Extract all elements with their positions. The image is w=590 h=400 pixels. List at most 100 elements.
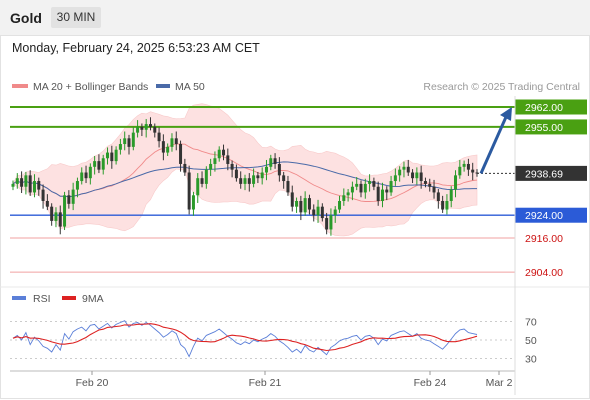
level-label-2962.00: 2962.00 [525, 102, 563, 114]
candle-body [75, 181, 79, 190]
candle-body [187, 172, 191, 210]
candle-body [174, 138, 178, 145]
candle-body [58, 212, 62, 227]
candle-body [217, 149, 221, 159]
legend-rsi-swatch [12, 296, 26, 300]
candle-body [350, 186, 354, 193]
candle-body [389, 181, 393, 193]
candle-body [243, 178, 247, 184]
rsi-tick-30: 30 [525, 353, 537, 365]
timeframe-button[interactable]: 30 MIN [51, 7, 101, 28]
candle-body [63, 195, 67, 227]
candle-body [213, 158, 217, 164]
candle-body [20, 178, 24, 187]
x-tick-label: Mar 2 [486, 377, 513, 389]
candle-body [428, 183, 432, 187]
candle-body [466, 163, 470, 170]
candle-body [41, 189, 45, 201]
candle-body [320, 206, 324, 219]
candle-body [462, 163, 466, 167]
last-price-label: 2938.69 [525, 168, 563, 180]
candle-body [101, 158, 105, 170]
candle-body [333, 209, 337, 216]
symbol-label: Gold [10, 10, 42, 26]
chart-header-bar: Gold 30 MIN [0, 0, 590, 36]
candle-body [161, 141, 165, 153]
candle-body [144, 124, 148, 130]
candle-body [269, 158, 273, 167]
candle-body [411, 172, 415, 179]
candle-body [338, 200, 342, 210]
candle-body [346, 192, 350, 196]
level-label-2904.00: 2904.00 [525, 267, 563, 279]
candle-body [93, 161, 97, 167]
candle-body [252, 175, 256, 184]
candle-body [50, 206, 54, 221]
credit-label: Research © 2025 Trading Central [423, 81, 580, 93]
rsi-tick-50: 50 [525, 335, 537, 347]
candle-body [398, 169, 402, 176]
candle-body [264, 166, 268, 173]
level-label-2924.00: 2924.00 [525, 210, 563, 222]
candle-body [282, 175, 286, 182]
candle-body [170, 138, 174, 147]
candle-body [286, 181, 290, 193]
candle-body [54, 212, 58, 221]
candle-body [471, 169, 475, 173]
candle-body [222, 149, 226, 156]
candle-body [454, 175, 458, 190]
candle-body [432, 186, 436, 193]
rsi-tick-70: 70 [525, 317, 537, 329]
candle-body [118, 144, 122, 150]
candle-body [97, 161, 101, 170]
candle-body [148, 124, 152, 127]
candle-body [290, 192, 294, 207]
level-tag-2955.00 [515, 119, 587, 135]
candle-body [136, 126, 140, 133]
candle-body [191, 195, 195, 210]
candle-body [419, 172, 423, 182]
candle-body [368, 181, 372, 184]
chart-datetime: Monday, February 24, 2025 6:53:23 AM CET [12, 41, 260, 55]
level-tag-2924.00 [515, 207, 587, 223]
candle-body [204, 169, 208, 184]
rsi-line [12, 320, 478, 358]
candle-body [363, 183, 367, 193]
candle-body [234, 169, 238, 179]
candle-body [273, 158, 277, 164]
x-tick-label: Feb 21 [249, 377, 282, 389]
ma50-line [12, 161, 477, 198]
x-tick-label: Feb 24 [414, 377, 447, 389]
level-tag-2962.00 [515, 99, 587, 115]
candle-body [355, 183, 359, 187]
candle-body [303, 198, 307, 213]
candle-body [183, 163, 187, 173]
candle-body [449, 189, 453, 201]
candle-body [28, 175, 32, 193]
candle-body [84, 172, 88, 179]
level-label-2916.00: 2916.00 [525, 233, 563, 245]
candle-body [239, 178, 243, 184]
candle-body [277, 163, 281, 176]
candle-body [406, 166, 410, 173]
candle-body [110, 152, 114, 162]
candle-body [393, 175, 397, 182]
candle-body [359, 183, 363, 193]
candle-body [458, 166, 462, 176]
candle-body [376, 186, 380, 201]
candle-body [106, 152, 110, 159]
candle-body [325, 218, 329, 230]
candle-body [123, 138, 127, 145]
candle-body [342, 195, 346, 201]
candle-body [307, 198, 311, 210]
legend-rsi-ma-swatch [62, 296, 76, 300]
candle-body [372, 181, 376, 187]
candle-body [415, 172, 419, 179]
candle-body [32, 181, 36, 193]
x-tick-label: Feb 20 [76, 377, 109, 389]
candle-body [71, 189, 75, 204]
last-price-tag [515, 165, 587, 181]
candle-body [11, 183, 15, 187]
candle-body [423, 181, 427, 184]
candle-body [179, 144, 183, 164]
